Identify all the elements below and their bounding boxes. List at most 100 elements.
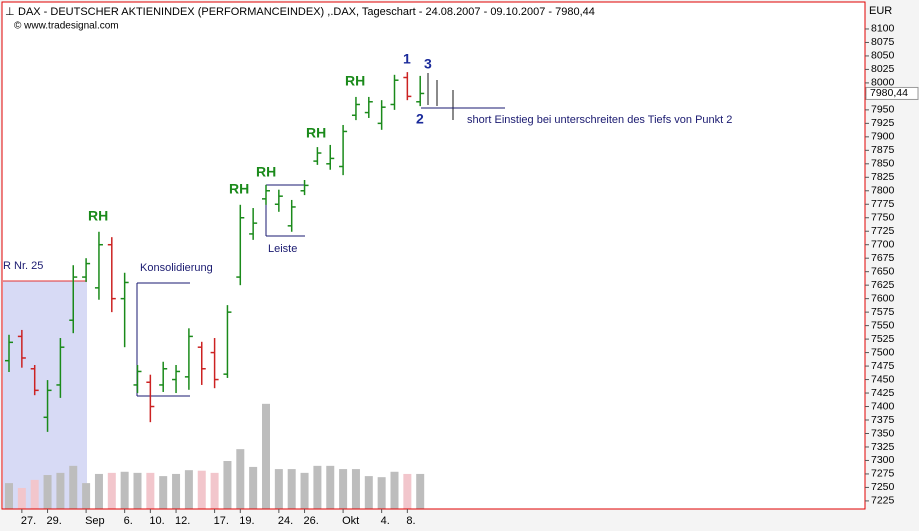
volume-bar	[146, 472, 155, 509]
y-tick-label: 7225	[871, 495, 895, 507]
y-tick-label: 7550	[871, 319, 895, 331]
y-tick-label: 7275	[871, 468, 895, 480]
y-tick-label: 7450	[871, 373, 895, 385]
x-tick-label: 29.	[47, 515, 62, 527]
volume-bar	[403, 473, 412, 509]
y-tick-label: 7575	[871, 306, 895, 318]
x-tick-label: 27.	[21, 515, 36, 527]
volume-bar	[133, 472, 142, 509]
x-tick-label: Sep	[85, 515, 105, 527]
volume-bar	[326, 465, 335, 509]
annotation: 3	[424, 56, 432, 72]
volume-bar	[82, 483, 91, 509]
volume-bar	[287, 469, 296, 509]
y-tick-label: 7875	[871, 144, 895, 156]
marks	[5, 72, 425, 509]
volume-bar	[339, 469, 348, 509]
y-tick-label: 7650	[871, 265, 895, 277]
volume-bar	[313, 465, 322, 509]
y-tick-label: 7350	[871, 427, 895, 439]
y-tick-label: 8000	[871, 77, 895, 89]
annotation: Leiste	[268, 243, 297, 255]
projection-sketch	[427, 73, 454, 120]
volume-bar	[43, 475, 52, 509]
x-tick-label: 17.	[214, 515, 229, 527]
annotation: RH	[306, 125, 326, 141]
y-tick-label: 7800	[871, 185, 895, 197]
y-tick-label: 7850	[871, 158, 895, 170]
annotation: short Einstieg bei unterschreiten des Ti…	[467, 114, 732, 126]
volume-bar	[17, 487, 26, 509]
volume-bar	[5, 483, 13, 509]
volume-bar	[69, 465, 78, 509]
chart-subtitle: © www.tradesignal.com	[14, 21, 119, 32]
y-tick-label: 7325	[871, 441, 895, 453]
volume-bar	[210, 472, 219, 509]
y-tick-label: 7250	[871, 481, 895, 493]
volume-bar	[197, 470, 206, 509]
y-tick-label: 7950	[871, 104, 895, 116]
y-tick-label: 8050	[871, 50, 895, 62]
x-tick-label: 10.	[149, 515, 164, 527]
y-tick-label: 7675	[871, 252, 895, 264]
last-price-label: 7980,44	[870, 87, 908, 99]
annotation: RH	[229, 181, 249, 197]
volume-bar	[300, 472, 309, 509]
y-tick-label: 7725	[871, 225, 895, 237]
y-tick-label: 7700	[871, 238, 895, 250]
annotation: RH	[345, 73, 365, 89]
y-tick-label: 7425	[871, 387, 895, 399]
y-tick-label: 7525	[871, 333, 895, 345]
x-tick-label: 24.	[278, 515, 293, 527]
volume-bar	[30, 479, 39, 509]
y-tick-label: 7600	[871, 292, 895, 304]
y-tick-label: 7500	[871, 346, 895, 358]
y-tick-label: 7475	[871, 360, 895, 372]
annotation: Konsolidierung	[140, 262, 213, 274]
annotation: 2	[416, 111, 424, 127]
y-tick-label: 7400	[871, 400, 895, 412]
chart-title: DAX - DEUTSCHER AKTIENINDEX (PERFORMANCE…	[18, 6, 595, 18]
volume-bar	[94, 473, 103, 509]
volume-bar	[351, 469, 360, 509]
y-tick-label: 7900	[871, 131, 895, 143]
y-axis-label: EUR	[869, 5, 892, 17]
y-tick-label: 8025	[871, 63, 895, 75]
volume-bar	[159, 476, 168, 509]
volume-bar	[377, 477, 386, 509]
volume-bar	[120, 471, 129, 509]
y-tick-label: 7375	[871, 414, 895, 426]
volume-bar	[262, 403, 270, 509]
last-price-box	[865, 86, 919, 100]
annotation: RH	[88, 208, 108, 224]
y-tick-label: 7825	[871, 171, 895, 183]
plot-area	[2, 2, 865, 509]
volume-bar	[223, 460, 232, 509]
y-tick-label: 7925	[871, 117, 895, 129]
volume-bar	[274, 469, 283, 509]
volume-bar	[249, 466, 258, 509]
x-tick-label: 4.	[381, 515, 390, 527]
x-tick-label: 6.	[124, 515, 133, 527]
volume-bar	[236, 449, 245, 509]
volume-bar	[56, 472, 65, 509]
y-tick-label: 7300	[871, 454, 895, 466]
annotation: 1	[403, 51, 411, 67]
volume-bar	[107, 472, 116, 509]
x-tick-label: 26.	[304, 515, 319, 527]
volume-bar	[184, 470, 193, 509]
volume-bar	[172, 473, 181, 509]
volume-bar	[416, 473, 425, 509]
x-tick-label: 8.	[406, 515, 415, 527]
y-tick-label: 8075	[871, 36, 895, 48]
volume-bar	[390, 471, 399, 509]
x-tick-label: 12.	[175, 515, 190, 527]
volume-bar	[364, 476, 373, 509]
title-icon: ⊥	[5, 6, 15, 18]
y-tick-label: 7775	[871, 198, 895, 210]
plot-border	[1, 1, 866, 510]
x-tick-label: 19.	[239, 515, 254, 527]
annotation: R Nr. 25	[3, 260, 43, 272]
y-tick-label: 7750	[871, 212, 895, 224]
